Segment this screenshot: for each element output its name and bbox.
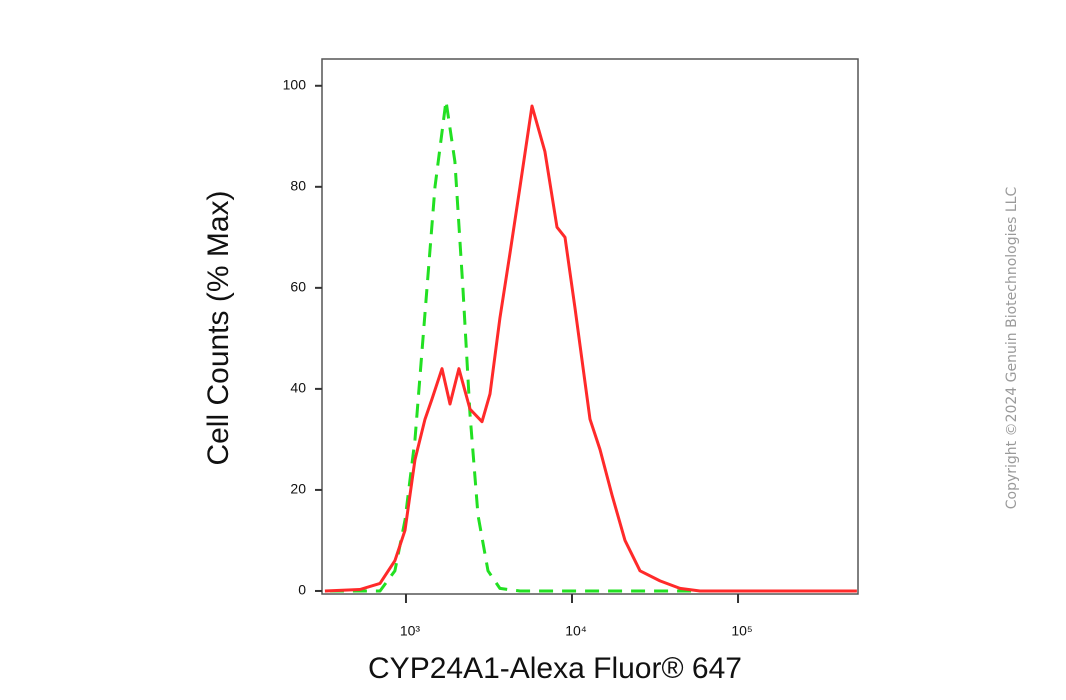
x-tick-label: 10⁵ (731, 623, 752, 639)
y-tick-label: 0 (298, 582, 306, 598)
y-axis-label: Cell Counts (% Max) (202, 190, 235, 465)
histogram-line (324, 104, 857, 593)
y-tick-label: 20 (290, 481, 306, 497)
plot-frame (321, 58, 859, 595)
histogram-line (329, 99, 857, 593)
y-tick-label: 100 (283, 76, 307, 92)
copyright: Copyright ©2024 Genuin Biotechnologies L… (1004, 187, 1020, 510)
y-tick-label: 60 (290, 279, 306, 295)
x-axis-label: CYP24A1-Alexa Fluor® 647 (368, 652, 742, 685)
y-tick-label: 40 (290, 380, 306, 396)
y-tick-label: 80 (290, 178, 306, 194)
x-tick-label: 10⁴ (565, 623, 587, 639)
x-tick-label: 10³ (400, 623, 421, 639)
